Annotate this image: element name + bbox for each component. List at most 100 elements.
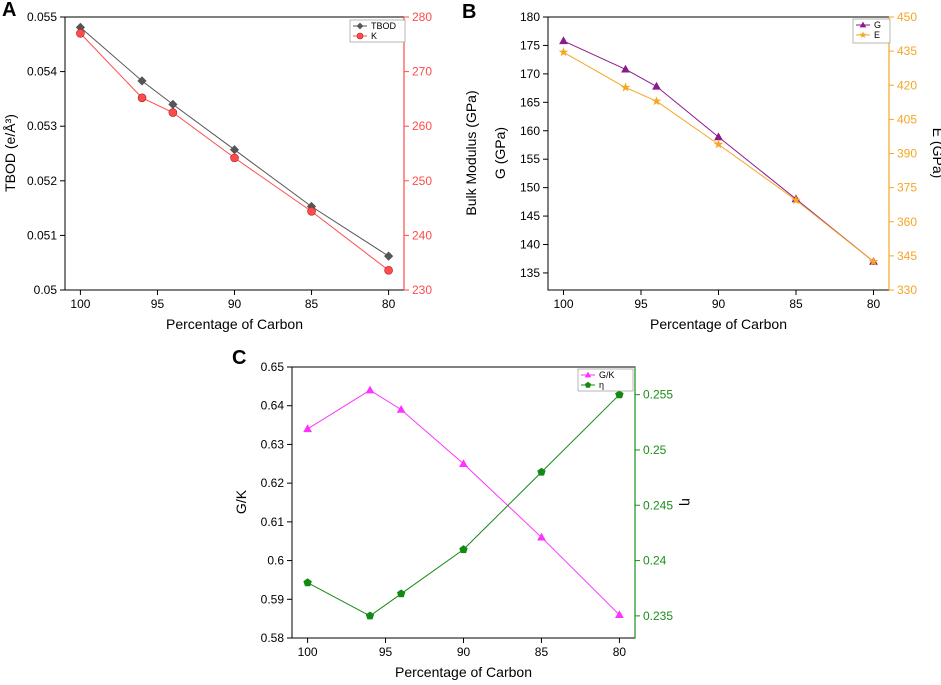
x-axis-title-c: Percentage of Carbon: [395, 664, 532, 680]
y-right-tick-label-b: 360: [897, 215, 917, 229]
y-left-tick-label-b: 155: [520, 152, 540, 166]
data-point-c-1: [365, 611, 375, 620]
data-point-a-1: [307, 207, 316, 216]
legend-label-a-1: K: [371, 31, 377, 41]
y-left-tick-label-a: 0.055: [27, 10, 57, 24]
y-left-tick-label-a: 0.054: [27, 65, 57, 79]
y-left-tick-label-b: 145: [520, 209, 540, 223]
x-tick-label-b: 80: [867, 297, 881, 311]
chart-panel-b: 100 95 90 85 80 Percentage of Carbon 135 140 145…: [463, 10, 941, 332]
x-tick-label-b: 85: [789, 297, 803, 311]
legend-marker-a-0: [356, 22, 364, 30]
legend-label-c-1: η: [599, 380, 604, 390]
data-point-a-0: [75, 22, 85, 32]
y-left-tick-label-c: 0.63: [261, 437, 285, 451]
data-point-a-0: [137, 76, 147, 86]
legend-label-b-0: G: [874, 20, 881, 30]
data-point-b-1: [713, 139, 724, 149]
chart-panel-a: 100 95 90 85 80 Percentage of Carbon 0.05 0.051…: [2, 10, 432, 332]
data-point-c-0: [537, 532, 546, 541]
y-left-tick-label-b: 170: [520, 67, 540, 81]
bulk-modulus-axis-title-b: Bulk Modulus (GPa): [463, 90, 479, 215]
y-left-tick-label-a: 0.052: [27, 174, 57, 188]
data-point-c-1: [397, 589, 406, 598]
chart-panel-c: 100 95 90 85 80 Percentage of Carbon 0.58 0.59 0…: [233, 360, 695, 680]
data-point-c-0: [459, 459, 468, 467]
data-point-a-1: [384, 266, 393, 275]
data-point-a-1: [76, 29, 85, 38]
series-line-c-1: [307, 394, 620, 617]
y-right-axis-title-b: E (GPa): [930, 128, 941, 179]
x-tick-label-c: 80: [613, 645, 627, 659]
x-axis-title-b: Percentage of Carbon: [650, 316, 787, 332]
y-right-tick-label-c: 0.24: [643, 554, 667, 568]
x-tick-label-b: 100: [553, 297, 573, 311]
legend-label-b-1: E: [874, 30, 880, 40]
y-left-axis-title-c: G/K: [233, 489, 249, 514]
series-line-a-0: [80, 27, 389, 257]
data-point-b-1: [558, 47, 569, 57]
x-tick-label-c: 90: [457, 645, 471, 659]
legend-marker-c-0: [584, 371, 592, 378]
data-point-b-1: [620, 82, 631, 92]
legend-marker-b-1: [859, 31, 867, 38]
y-right-axis-title-c: η: [679, 498, 695, 506]
y-left-tick-label-c: 0.58: [261, 631, 285, 645]
y-right-tick-label-b: 405: [897, 112, 917, 126]
y-left-tick-label-c: 0.61: [261, 515, 285, 529]
x-tick-label-a: 95: [151, 297, 165, 311]
y-right-tick-label-a: 230: [412, 283, 432, 297]
y-left-tick-label-b: 135: [520, 266, 540, 280]
y-right-tick-label-b: 345: [897, 249, 917, 263]
y-right-tick-label-b: 375: [897, 181, 917, 195]
data-point-c-0: [396, 405, 406, 413]
y-right-tick-label-b: 390: [897, 147, 917, 161]
y-left-tick-label-b: 160: [520, 124, 540, 138]
x-tick-label-a: 85: [305, 297, 319, 311]
y-left-tick-label-b: 165: [520, 95, 540, 109]
data-point-c-1: [537, 467, 546, 476]
y-right-tick-label-c: 0.235: [643, 609, 673, 623]
data-point-c-0: [615, 610, 624, 618]
plot-frame-b: [547, 16, 890, 291]
y-left-tick-label-c: 0.59: [261, 592, 285, 606]
y-right-tick-label-a: 260: [412, 119, 432, 133]
y-left-axis-title-a: TBOD (e/Å³): [2, 114, 18, 192]
data-point-a-1: [230, 153, 239, 163]
x-tick-label-a: 100: [70, 297, 90, 311]
x-tick-label-a: 90: [228, 297, 242, 311]
y-left-tick-label-c: 0.62: [261, 476, 285, 490]
y-left-tick-label-b: 175: [520, 38, 540, 52]
data-point-a-1: [168, 108, 178, 117]
y-right-tick-label-c: 0.25: [643, 443, 667, 457]
y-left-tick-label-b: 140: [520, 238, 540, 252]
data-point-b-0: [714, 132, 723, 141]
y-right-tick-label-b: 450: [897, 10, 917, 24]
y-right-tick-label-a: 270: [412, 65, 432, 79]
y-left-axis-title-b: G (GPa): [492, 127, 508, 179]
x-tick-label-b: 90: [712, 297, 726, 311]
data-point-b-0: [652, 81, 661, 90]
data-point-a-0: [384, 251, 394, 261]
x-tick-label-c: 85: [535, 645, 549, 659]
data-point-a-0: [229, 145, 240, 155]
data-point-c-1: [459, 545, 468, 554]
y-right-tick-label-c: 0.255: [643, 388, 673, 402]
y-right-tick-label-c: 0.245: [643, 498, 673, 512]
legend-label-c-0: G/K: [599, 370, 615, 380]
data-point-c-1: [615, 390, 624, 399]
y-left-tick-label-a: 0.053: [27, 119, 57, 133]
panel-letter-b: B: [462, 1, 476, 23]
y-left-tick-label-c: 0.65: [261, 360, 285, 374]
x-axis-title-a: Percentage of Carbon: [166, 316, 303, 332]
data-point-c-0: [303, 424, 312, 433]
legend-marker-c-1: [584, 381, 592, 388]
y-left-tick-label-b: 150: [520, 181, 540, 195]
data-point-a-0: [168, 99, 178, 109]
x-tick-label-c: 100: [298, 645, 318, 659]
panel-letter-c: C: [232, 347, 246, 369]
data-point-c-1: [303, 578, 312, 587]
x-tick-label-b: 95: [634, 297, 648, 311]
y-left-tick-label-b: 180: [520, 10, 540, 24]
